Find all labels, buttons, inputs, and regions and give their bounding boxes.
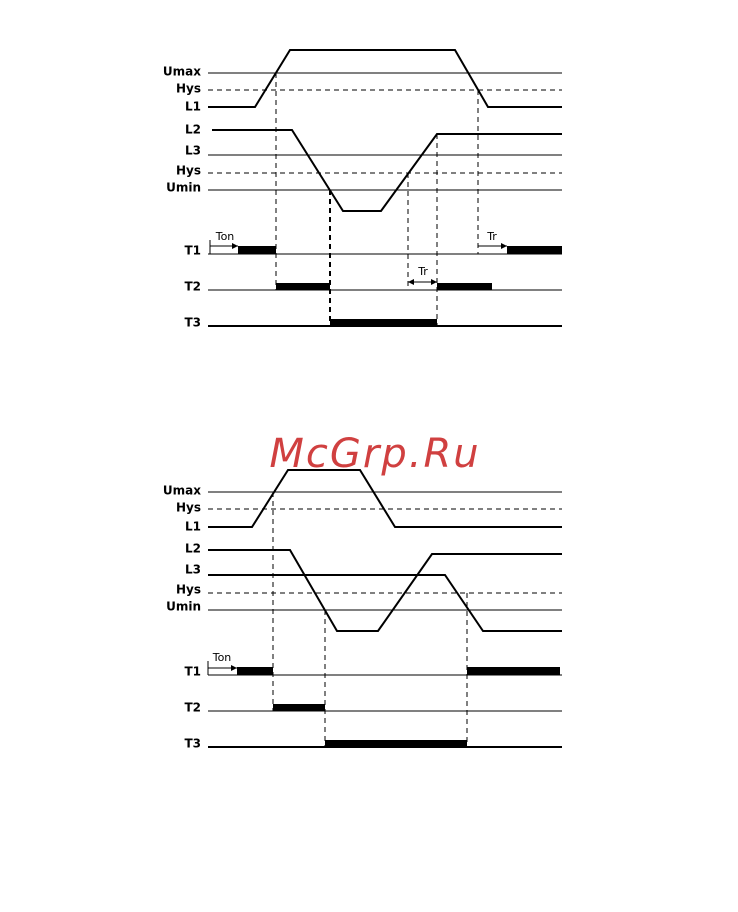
label: Umax [163,484,201,498]
t3-bar [330,319,437,326]
diagram-2: Umax Hys L1 L2 L3 Hys Umin T1 T2 T3 Ton [163,469,562,751]
l1-trace [208,469,562,528]
annotation: Ton [212,651,232,664]
l3-trace [208,574,562,632]
label: Umax [163,65,201,79]
label: L3 [185,144,201,158]
watermark: McGrp.Ru [269,431,480,477]
label: T1 [184,244,201,258]
annotation: Ton [215,230,235,243]
label: T3 [184,737,201,751]
label: T2 [184,701,201,715]
label: T2 [184,280,201,294]
label: L1 [185,520,201,534]
l2-trace [208,549,562,632]
label: Umin [166,600,201,614]
t3-bar [325,740,467,747]
label: L2 [185,123,201,137]
l1-trace [208,49,562,108]
diagram-1: Umax Hys L1 L2 L3 Hys Umin T1 T2 T3 Ton … [163,49,562,330]
t1-bar [507,246,562,254]
label: Hys [176,501,201,515]
t2-bar [273,704,325,711]
label: T3 [184,316,201,330]
label: Hys [176,164,201,178]
label: Umin [166,181,201,195]
label: L2 [185,542,201,556]
label: L1 [185,100,201,114]
t1-bar [467,667,560,675]
label: Hys [176,583,201,597]
t2-bar [437,283,492,290]
t1-bar [238,246,276,254]
l2-trace [212,129,562,212]
label: T1 [184,665,201,679]
t1-bar [237,667,273,675]
annotation: Tr [417,265,428,278]
annotation: Tr [486,230,497,243]
label: L3 [185,563,201,577]
t2-bar [276,283,330,290]
label: Hys [176,82,201,96]
